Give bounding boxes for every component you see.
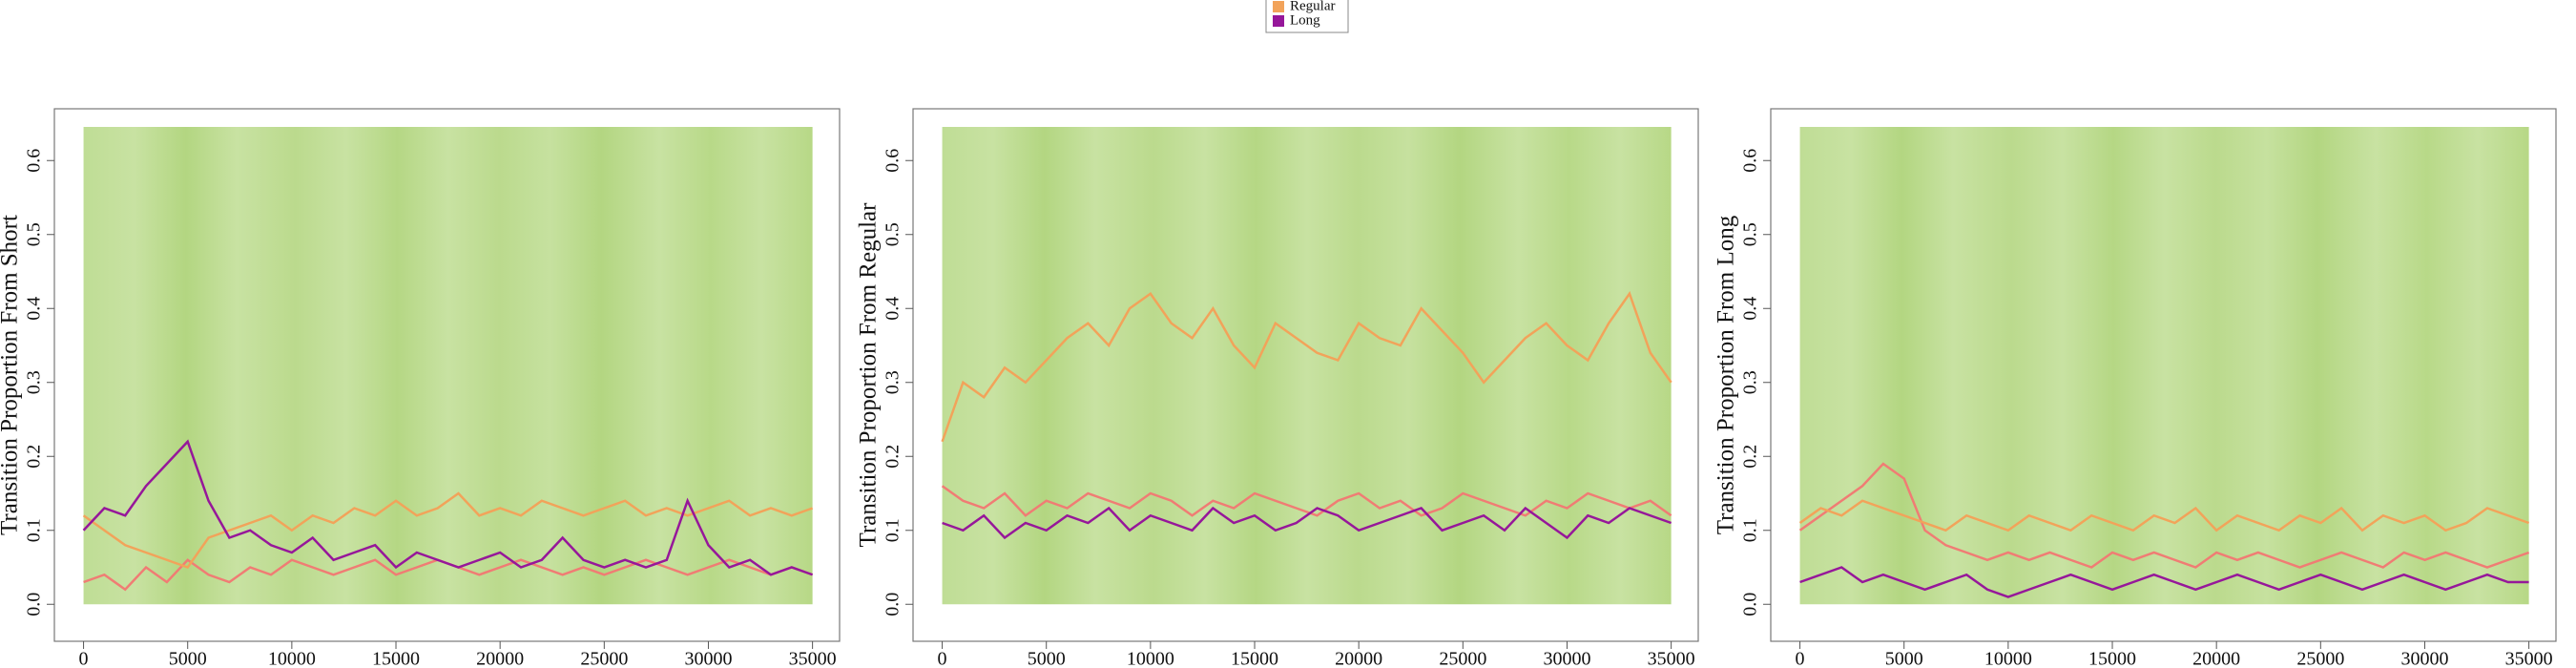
x-tick-label: 30000 xyxy=(1543,649,1590,668)
x-tick-label: 35000 xyxy=(1648,649,1695,668)
y-tick-label: 0.6 xyxy=(1740,149,1761,173)
axes-frame xyxy=(53,108,841,642)
x-tick-label: 0 xyxy=(79,649,89,668)
legend-label: Regular xyxy=(1290,0,1335,13)
y-tick-label: 0.3 xyxy=(1740,370,1761,394)
y-tick-label: 0.1 xyxy=(883,518,904,542)
legend-swatch xyxy=(1273,1,1284,12)
x-tick-label: 10000 xyxy=(1127,649,1174,668)
x-tick-label: 30000 xyxy=(684,649,732,668)
x-axis-label: Time xyxy=(423,665,472,668)
x-tick-label: 10000 xyxy=(1984,649,2032,668)
y-tick-label: 0.4 xyxy=(24,297,45,321)
y-tick-label: 0.1 xyxy=(24,518,45,542)
y-axis-label: Transition Proportion From Long xyxy=(1714,215,1739,534)
y-tick-label: 0.1 xyxy=(1740,518,1761,542)
x-tick-label: 5000 xyxy=(169,649,207,668)
axes-frame xyxy=(912,108,1699,642)
series-line xyxy=(1798,499,2530,532)
x-tick-label: 25000 xyxy=(580,649,628,668)
x-tick-label: 30000 xyxy=(2400,649,2448,668)
x-tick-label: 25000 xyxy=(2296,649,2344,668)
x-tick-label: 10000 xyxy=(268,649,316,668)
x-tick-label: 15000 xyxy=(372,649,420,668)
x-tick-label: 20000 xyxy=(476,649,524,668)
y-tick-label: 0.6 xyxy=(24,149,45,173)
x-tick-label: 20000 xyxy=(2192,649,2240,668)
legend-label: Long xyxy=(1290,12,1320,28)
series-line xyxy=(82,439,814,576)
x-tick-label: 20000 xyxy=(1335,649,1382,668)
y-tick-label: 0.0 xyxy=(24,593,45,616)
series-line xyxy=(82,491,814,569)
y-tick-label: 0.5 xyxy=(1740,222,1761,246)
y-axis-label: Transition Proportion From Regular xyxy=(856,202,882,548)
x-tick-label: 15000 xyxy=(1231,649,1278,668)
y-tick-label: 0.5 xyxy=(24,222,45,246)
y-tick-label: 0.6 xyxy=(883,149,904,173)
series-line xyxy=(1799,566,2529,598)
x-tick-label: 25000 xyxy=(1439,649,1486,668)
y-tick-label: 0.2 xyxy=(883,445,904,469)
y-tick-label: 0.2 xyxy=(24,445,45,469)
y-tick-label: 0.4 xyxy=(883,297,904,321)
series-line xyxy=(941,291,1672,443)
y-tick-label: 0.3 xyxy=(883,370,904,394)
y-tick-label: 0.4 xyxy=(1740,297,1761,321)
x-tick-label: 5000 xyxy=(1028,649,1066,668)
axes-frame xyxy=(1770,108,2557,642)
y-axis-label: Transition Proportion From Short xyxy=(0,215,23,535)
x-axis-label: Time xyxy=(2139,665,2189,668)
x-tick-label: 0 xyxy=(1796,649,1805,668)
x-tick-label: 5000 xyxy=(1885,649,1923,668)
series-line xyxy=(942,506,1672,540)
y-tick-label: 0.3 xyxy=(24,370,45,394)
x-tick-label: 35000 xyxy=(2505,649,2553,668)
series-line xyxy=(941,485,1672,517)
x-tick-label: 15000 xyxy=(2088,649,2136,668)
x-tick-label: 0 xyxy=(938,649,947,668)
x-tick-label: 35000 xyxy=(789,649,837,668)
y-tick-label: 0.2 xyxy=(1740,445,1761,469)
y-tick-label: 0.0 xyxy=(1740,593,1761,616)
plot-background xyxy=(1799,127,2529,605)
plot-background xyxy=(83,127,813,605)
y-tick-label: 0.0 xyxy=(883,593,904,616)
x-axis-label: Time xyxy=(1281,665,1331,668)
legend-swatch xyxy=(1273,15,1284,27)
y-tick-label: 0.5 xyxy=(883,222,904,246)
